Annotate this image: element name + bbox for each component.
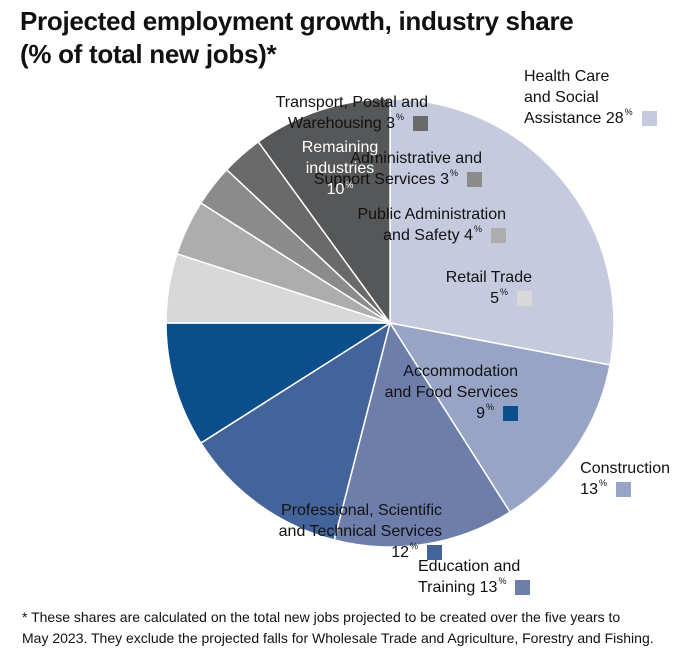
percent-sign: % (345, 180, 354, 190)
slice-label-accommodation: Accommodation and Food Services 9% (385, 361, 518, 424)
slice-label-line: 5 (490, 290, 499, 307)
slice-label-line: Retail Trade (445, 269, 532, 286)
slice-label-line: and Food Services (384, 384, 518, 401)
slice-label-line: 10 (326, 181, 345, 198)
slice-label-line: and Technical Services (278, 523, 442, 540)
slice-label-line: industries (305, 160, 375, 177)
slice-label-line: Support Services 3 (313, 171, 449, 188)
slice-label-line: 12 (391, 544, 409, 561)
pie-slice-professional (199, 321, 392, 541)
slice-label-health: Health Care and Social Assistance 28% (524, 66, 657, 129)
percent-sign: % (409, 541, 418, 551)
slice-label-line: Transport, Postal and (275, 94, 428, 111)
slice-label-line: Health Care (524, 68, 610, 85)
slice-label-line: and Social (524, 89, 599, 106)
chart-title: Projected employment growth, industry sh… (20, 5, 680, 71)
percent-sign: % (498, 576, 507, 586)
legend-swatch-public-admin (491, 228, 506, 243)
slice-label-line: Remaining (301, 139, 379, 156)
chart-title-line-1: Projected employment growth, industry sh… (20, 6, 574, 36)
legend-swatch-health (641, 111, 657, 126)
slice-label-line: Training 13 (418, 579, 498, 596)
slice-label-line: 13 (580, 481, 598, 498)
slice-label-line: Assistance 28 (524, 110, 624, 127)
percent-sign: % (449, 168, 458, 178)
percent-sign: % (499, 287, 508, 297)
percent-sign: % (485, 402, 494, 412)
slice-label-line: Professional, Scientific (281, 502, 442, 519)
slice-label-admin-support: Administrative and Support Services 3% (314, 148, 482, 190)
slice-label-line: and Safety 4 (383, 227, 473, 244)
slice-label-professional: Professional, Scientific and Technical Se… (279, 500, 442, 563)
legend-swatch-admin-support (467, 172, 482, 187)
legend-swatch-education (515, 580, 531, 595)
slice-label-education: Education and Training 13% (418, 556, 531, 598)
legend-swatch-transport (413, 116, 428, 131)
chart-title-line-2: (% of total new jobs)* (20, 39, 277, 69)
slice-label-public-admin: Public Administration and Safety 4% (357, 204, 506, 246)
footnote: * These shares are calculated on the tot… (22, 607, 672, 649)
slice-label-line: Administrative and (350, 150, 482, 167)
percent-sign: % (624, 107, 633, 117)
slice-label-line: Construction (580, 460, 670, 477)
legend-swatch-accommodation (503, 406, 518, 421)
legend-swatch-construction (615, 482, 631, 497)
footnote-line-1: * These shares are calculated on the tot… (22, 609, 621, 625)
pie-slice-education (333, 321, 512, 548)
slice-label-line: Public Administration (357, 206, 506, 223)
slice-label-line: Warehousing 3 (287, 115, 395, 132)
slice-label-line: Accommodation (403, 363, 518, 380)
percent-sign: % (395, 112, 404, 122)
slice-label-remaining: Remaining industries 10% (280, 137, 400, 202)
slice-label-line: 9 (476, 405, 485, 422)
slice-label-line: Education and (418, 558, 521, 575)
slice-label-construction: Construction 13% (580, 458, 670, 500)
pie-slice-remaining (257, 98, 391, 326)
percent-sign: % (473, 224, 482, 234)
legend-swatch-retail (517, 291, 532, 306)
pie-slice-accommodation (165, 322, 393, 445)
percent-sign: % (598, 478, 607, 488)
pie-slice-construction (388, 321, 611, 514)
footnote-line-2: May 2023. They exclude the projected fal… (22, 630, 654, 646)
slice-label-retail: Retail Trade 5% (446, 267, 532, 309)
slice-label-transport: Transport, Postal and Warehousing 3% (276, 92, 428, 134)
legend-swatch-professional (427, 545, 442, 560)
